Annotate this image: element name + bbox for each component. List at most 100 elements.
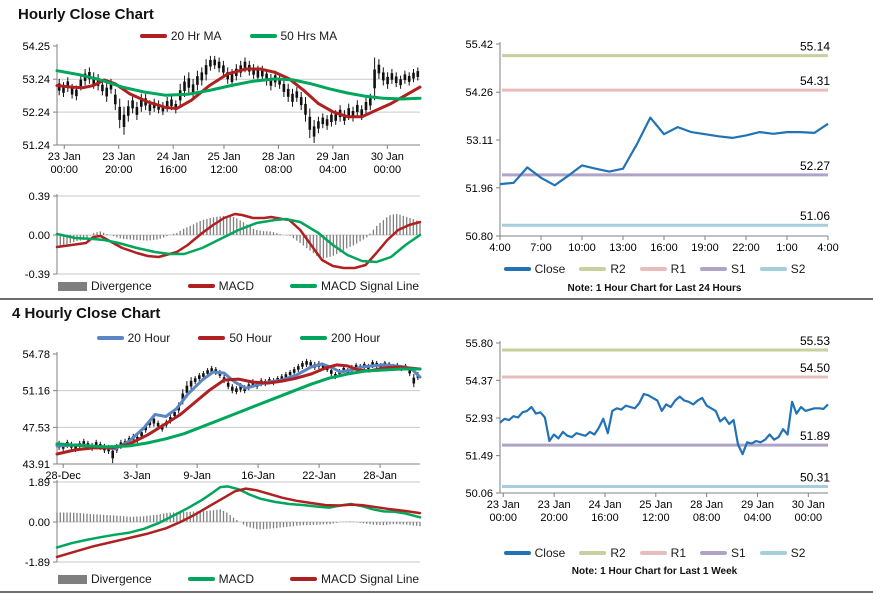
macd-signal-line-swatch bbox=[290, 577, 317, 581]
x-tick-label: 12:00 bbox=[642, 512, 670, 524]
x-tick-label: 28-Dec bbox=[45, 470, 81, 482]
x-tick-label: 30 Jan bbox=[371, 151, 404, 163]
x-tick-label: 28 Jan bbox=[690, 499, 723, 511]
s2-swatch bbox=[759, 267, 787, 271]
legend-label: S2 bbox=[790, 262, 806, 276]
x-tick-label: 29 Jan bbox=[316, 151, 349, 163]
legend-label: 20 Hour bbox=[127, 331, 171, 345]
50-hour-swatch bbox=[198, 336, 226, 340]
20-hour-swatch bbox=[96, 336, 124, 340]
section-divider bbox=[0, 298, 873, 300]
close-swatch bbox=[503, 551, 531, 555]
macd-swatch bbox=[187, 577, 215, 581]
s1-swatch bbox=[700, 551, 727, 555]
y-tick-label: 54.78 bbox=[22, 349, 50, 361]
hourly-macd-chart: 0.39 0.00 -0.39 bbox=[25, 191, 422, 281]
y-tick-label: 52.93 bbox=[465, 413, 493, 425]
legend-label: S1 bbox=[731, 546, 746, 560]
x-tick-label: 00:00 bbox=[795, 512, 823, 524]
r2-level-label: 55.53 bbox=[800, 334, 830, 348]
x-tick-label: 25 Jan bbox=[207, 151, 240, 163]
legend-item-divergence: Divergence bbox=[57, 279, 152, 293]
close-swatch bbox=[503, 267, 531, 271]
legend-label: MACD bbox=[218, 279, 254, 293]
x-tick-label: 9-Jan bbox=[183, 470, 211, 482]
y-tick-label: 53.11 bbox=[466, 135, 493, 147]
x-tick-label: 08:00 bbox=[693, 512, 721, 524]
x-tick-label: 23 Jan bbox=[102, 151, 135, 163]
weekly-close-sr-legend: Close R2 R1 S1 S2 bbox=[436, 545, 873, 561]
20-hr-ma-swatch bbox=[139, 34, 167, 38]
legend-label: R2 bbox=[610, 262, 626, 276]
x-tick-label: 19:00 bbox=[691, 242, 719, 254]
x-tick-label: 00:00 bbox=[50, 164, 78, 176]
y-tick-label: 55.80 bbox=[465, 338, 493, 350]
r1-swatch bbox=[639, 551, 667, 555]
y-tick-label: 51.24 bbox=[22, 140, 50, 152]
legend-label: Close bbox=[534, 546, 566, 560]
candles bbox=[57, 55, 420, 143]
r2-swatch bbox=[579, 267, 607, 271]
x-tick-label: 7:00 bbox=[530, 242, 551, 254]
legend-label: R1 bbox=[670, 546, 686, 560]
s2-level-label: 51.06 bbox=[800, 209, 830, 223]
s1-level-label: 51.89 bbox=[800, 429, 830, 443]
legend-label: MACD Signal Line bbox=[321, 279, 420, 293]
x-tick-label: 29 Jan bbox=[741, 499, 774, 511]
x-tick-label: 22:00 bbox=[732, 242, 760, 254]
legend-item-macd-signal-line: MACD Signal Line bbox=[290, 279, 419, 293]
x-tick-label: 00:00 bbox=[490, 512, 518, 524]
x-tick-label: 30 Jan bbox=[792, 499, 825, 511]
macd-line bbox=[55, 485, 422, 549]
x-tick-label: 16:00 bbox=[650, 242, 678, 254]
x-tick-label: 4:00 bbox=[817, 242, 838, 254]
x-tick-label: 24 Jan bbox=[157, 151, 190, 163]
s1-level-label: 52.27 bbox=[800, 159, 830, 173]
x-tick-label: 20:00 bbox=[105, 164, 133, 176]
y-tick-label: 55.42 bbox=[465, 39, 493, 51]
x-tick-label: 23 Jan bbox=[487, 499, 520, 511]
x-tick-label: 22-Jan bbox=[302, 470, 336, 482]
y-tick-label: 52.24 bbox=[22, 107, 50, 119]
x-tick-label: 04:00 bbox=[744, 512, 772, 524]
x-tick-label: 23 Jan bbox=[538, 499, 571, 511]
macd-line bbox=[55, 212, 422, 270]
x-tick-label: 25 Jan bbox=[639, 499, 672, 511]
close-line bbox=[499, 116, 829, 187]
legend-label: S1 bbox=[731, 262, 746, 276]
20-hour-line bbox=[55, 362, 422, 451]
r2-swatch bbox=[579, 551, 607, 555]
x-tick-label: 10:00 bbox=[568, 242, 596, 254]
legend-item-20-hour: 20 Hour bbox=[96, 331, 171, 345]
x-tick-label: 00:00 bbox=[374, 164, 402, 176]
hourly-close-chart-title: Hourly Close Chart bbox=[18, 6, 154, 23]
macd-signal-line-swatch bbox=[290, 284, 317, 288]
x-tick-label: 08:00 bbox=[265, 164, 293, 176]
legend-item-s1: S1 bbox=[700, 546, 746, 560]
x-tick-label: 04:00 bbox=[319, 164, 347, 176]
r1-level-label: 54.50 bbox=[800, 361, 830, 375]
hourly-close-sr-legend: Close R2 R1 S1 S2 bbox=[436, 261, 873, 277]
macd-signal-line-line bbox=[55, 487, 422, 559]
legend-label: Divergence bbox=[90, 572, 152, 586]
x-tick-label: 16-Jan bbox=[241, 470, 275, 482]
y-tick-label: 43.91 bbox=[22, 459, 50, 471]
s2-swatch bbox=[759, 551, 787, 555]
x-tick-label: 28 Jan bbox=[262, 151, 295, 163]
s2-level-label: 50.31 bbox=[800, 470, 830, 484]
legend-item-macd: MACD bbox=[187, 279, 254, 293]
legend-item-50-hour: 50 Hour bbox=[198, 331, 272, 345]
x-tick-label: 20:00 bbox=[540, 512, 568, 524]
y-tick-label: 50.06 bbox=[465, 488, 493, 500]
50-hrs-ma-swatch bbox=[249, 34, 277, 38]
legend-label: MACD bbox=[218, 572, 254, 586]
legend-item-20-hr-ma: 20 Hr MA bbox=[139, 29, 222, 43]
y-tick-label: 51.49 bbox=[465, 451, 493, 463]
y-tick-label: 54.37 bbox=[465, 375, 493, 387]
legend-label: R1 bbox=[670, 262, 686, 276]
x-tick-label: 28-Jan bbox=[363, 470, 397, 482]
legend-label: Close bbox=[534, 262, 566, 276]
